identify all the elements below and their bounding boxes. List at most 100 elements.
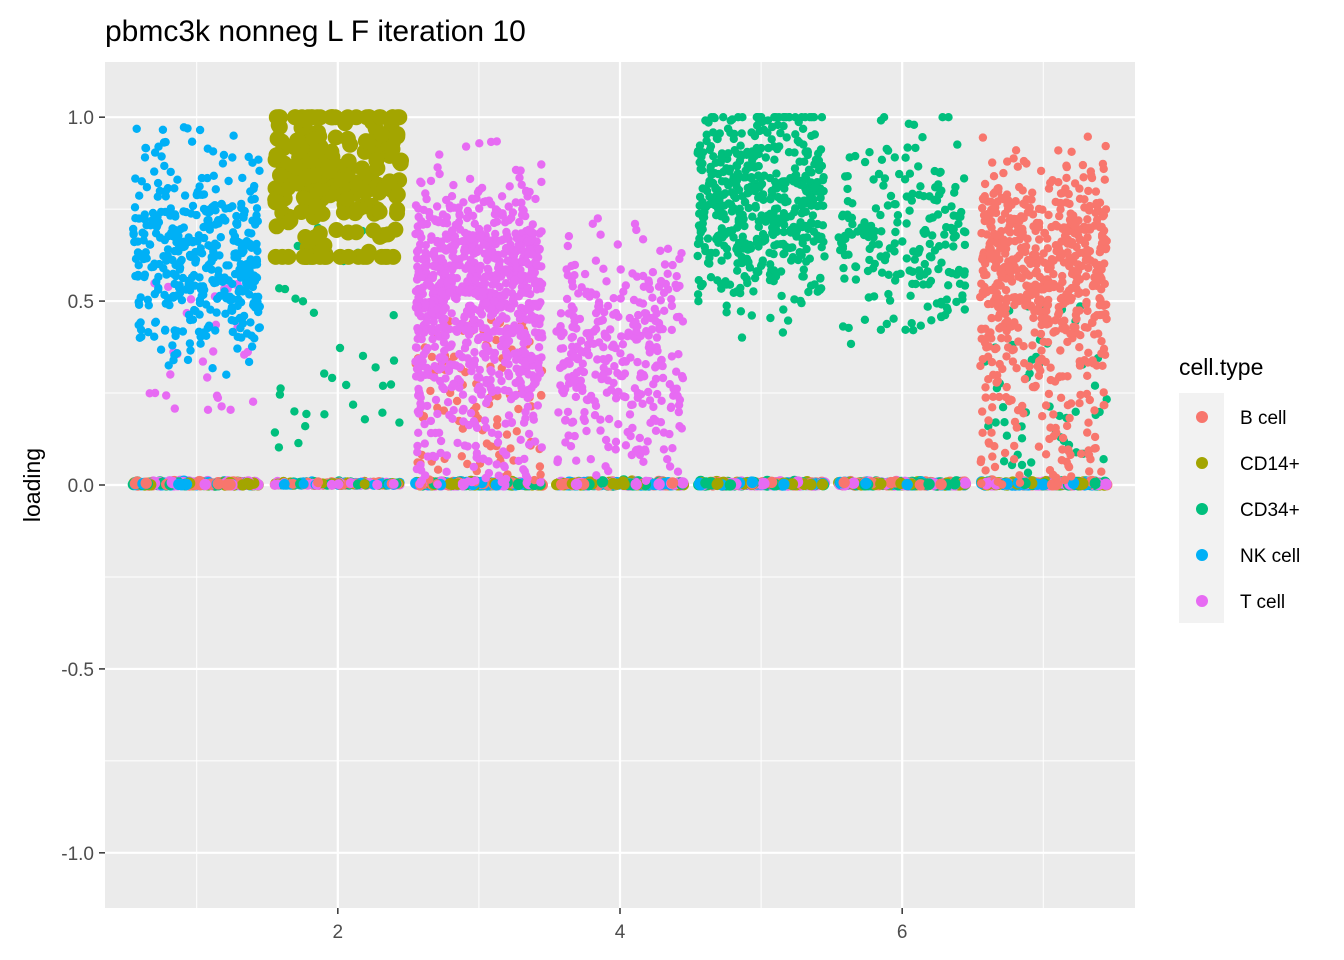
- data-point: [475, 365, 484, 375]
- data-point: [1015, 471, 1024, 480]
- data-point: [435, 169, 444, 179]
- data-point: [568, 322, 577, 332]
- data-point: [174, 243, 184, 252]
- data-point: [599, 343, 608, 352]
- data-point: [763, 128, 772, 137]
- data-point: [732, 176, 742, 185]
- data-point: [992, 378, 1001, 387]
- data-point: [157, 152, 166, 161]
- data-point: [1037, 346, 1046, 355]
- data-point: [678, 374, 688, 383]
- data-point: [183, 237, 193, 247]
- data-point: [816, 478, 829, 491]
- data-point: [923, 478, 935, 490]
- data-point: [455, 349, 464, 359]
- data-point: [949, 242, 958, 251]
- data-point: [621, 441, 631, 450]
- data-point: [1012, 364, 1021, 373]
- data-point: [458, 406, 467, 415]
- data-point: [916, 321, 925, 330]
- data-point: [461, 246, 470, 255]
- data-point: [795, 248, 804, 257]
- data-point: [484, 196, 494, 205]
- data-point: [163, 184, 173, 193]
- data-point: [426, 386, 435, 396]
- data-point: [604, 414, 614, 424]
- data-point: [703, 234, 713, 243]
- data-point: [574, 289, 583, 298]
- data-point: [618, 478, 630, 490]
- data-point: [991, 418, 1000, 427]
- data-point: [621, 281, 630, 290]
- data-point: [677, 477, 689, 489]
- data-point: [593, 355, 602, 364]
- data-point: [591, 256, 601, 265]
- data-point: [840, 274, 849, 283]
- data-point: [337, 115, 354, 132]
- data-point: [217, 402, 226, 411]
- data-point: [758, 256, 767, 265]
- data-point: [134, 320, 143, 330]
- data-point: [436, 353, 445, 362]
- data-point: [1083, 428, 1092, 437]
- data-point: [140, 153, 150, 162]
- data-point: [486, 442, 495, 451]
- chart-title: pbmc3k nonneg L F iteration 10: [105, 15, 526, 48]
- data-point: [447, 226, 457, 236]
- data-point: [923, 302, 932, 311]
- data-point: [434, 216, 443, 225]
- data-point: [236, 323, 245, 333]
- data-point: [905, 206, 914, 215]
- data-point: [477, 183, 487, 193]
- data-point: [142, 221, 151, 230]
- data-point: [188, 201, 198, 211]
- data-point: [763, 116, 773, 125]
- data-point: [289, 175, 306, 192]
- data-point: [245, 290, 254, 299]
- data-point: [142, 183, 152, 192]
- data-point: [666, 403, 676, 413]
- data-point: [1058, 433, 1068, 443]
- data-point: [807, 131, 816, 141]
- data-point: [920, 259, 929, 269]
- data-point: [630, 384, 640, 393]
- data-point: [361, 133, 378, 150]
- data-point: [210, 239, 220, 248]
- data-point: [475, 382, 484, 391]
- data-point: [442, 451, 452, 460]
- data-point: [431, 395, 441, 405]
- data-point: [643, 437, 652, 446]
- data-point: [524, 370, 533, 379]
- data-point: [475, 204, 484, 213]
- data-point: [304, 109, 321, 126]
- data-point: [463, 338, 472, 347]
- data-point: [809, 227, 819, 236]
- data-point: [732, 287, 741, 296]
- data-point: [797, 113, 806, 122]
- data-point: [489, 297, 499, 306]
- data-point: [1090, 406, 1099, 415]
- data-point: [515, 217, 524, 227]
- data-point: [870, 227, 880, 236]
- data-point: [522, 478, 531, 487]
- data-point: [535, 462, 545, 471]
- data-point: [779, 227, 788, 237]
- data-point: [186, 209, 196, 218]
- data-point: [213, 393, 223, 402]
- data-point: [944, 113, 953, 122]
- data-point: [480, 416, 490, 425]
- data-point: [940, 310, 950, 320]
- data-point: [487, 367, 496, 377]
- data-point: [131, 254, 141, 264]
- data-point: [1058, 271, 1067, 281]
- data-point: [893, 218, 902, 227]
- data-point: [533, 253, 543, 262]
- data-point: [567, 302, 576, 311]
- data-point: [202, 331, 211, 340]
- data-point: [309, 143, 326, 159]
- data-point: [568, 332, 578, 342]
- data-point: [926, 276, 936, 286]
- data-point: [270, 194, 287, 211]
- data-point: [501, 419, 510, 428]
